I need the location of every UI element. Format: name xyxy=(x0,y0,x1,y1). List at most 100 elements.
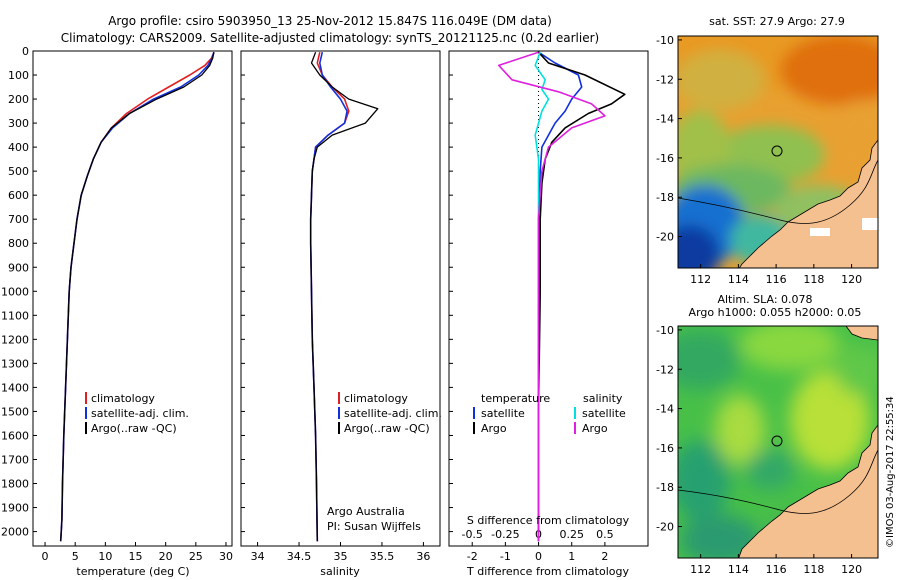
x-tick-label: 0 xyxy=(42,550,49,563)
x-tick-label: 30 xyxy=(219,550,233,563)
x-tick-label: 15 xyxy=(129,550,143,563)
salinity-legend: climatology satellite-adj. clim. Argo(..… xyxy=(338,392,442,435)
series-argo-raw-qc- xyxy=(310,51,379,542)
x-tick-label: 1 xyxy=(568,550,575,563)
legend-label-s-argo: Argo xyxy=(582,422,608,435)
pi-note: PI: Susan Wijffels xyxy=(327,520,421,533)
lat-tick-label: -12 xyxy=(656,73,674,86)
difference-axes xyxy=(448,50,649,547)
x-tick-label: 35 xyxy=(334,550,348,563)
lon-tick-label: 116 xyxy=(766,273,787,286)
x2-tick-label: 0.5 xyxy=(596,528,614,541)
sla-map-title-line1: Altim. SLA: 0.078 xyxy=(717,293,812,306)
x2-tick-label: -0.25 xyxy=(491,528,519,541)
lon-tick-label: 120 xyxy=(841,273,862,286)
salinity-xlabel: salinity xyxy=(320,565,360,578)
argo-australia-note: Argo Australia xyxy=(327,505,405,518)
legend-label-argo: Argo(..raw -QC) xyxy=(344,422,430,435)
sst-map-title: sat. SST: 27.9 Argo: 27.9 xyxy=(709,15,845,28)
lon-tick-label: 116 xyxy=(766,563,787,576)
difference-legend: temperature satellite Argo salinity sate… xyxy=(473,392,626,435)
sla-map-title-line2: Argo h1000: 0.055 h2000: 0.05 xyxy=(689,306,862,319)
x-tick-label: -2 xyxy=(467,550,478,563)
legend-label-argo: Argo(..raw -QC) xyxy=(91,422,177,435)
temperature-xlabel: temperature (deg C) xyxy=(76,565,189,578)
lat-tick-label: -14 xyxy=(656,113,674,126)
depth-tick-label: 2000 xyxy=(1,526,29,539)
series-t-satellite xyxy=(537,51,583,542)
lon-tick-label: 120 xyxy=(841,563,862,576)
legend-title-salinity: salinity xyxy=(583,392,623,405)
lon-tick-label: 114 xyxy=(728,563,749,576)
x-tick-label: 0 xyxy=(535,550,542,563)
x-tick-label: 36 xyxy=(416,550,430,563)
depth-tick-label: 1600 xyxy=(1,429,29,442)
depth-tick-label: 1500 xyxy=(1,405,29,418)
legend-label-t-satellite: satellite xyxy=(481,407,525,420)
legend-label-s-satellite: satellite xyxy=(582,407,626,420)
x2-tick-label: 0.25 xyxy=(559,528,584,541)
sst-map: sat. SST: 27.9 Argo: 27.9 xyxy=(656,15,879,286)
x-tick-label: 34.5 xyxy=(287,550,312,563)
difference-profiles xyxy=(497,51,626,542)
depth-tick-label: 1100 xyxy=(1,309,29,322)
temperature-legend: climatology satellite-adj. clim. Argo(..… xyxy=(85,392,189,435)
lon-tick-label: 114 xyxy=(728,273,749,286)
series-s-satellite xyxy=(534,51,550,542)
depth-tick-label: 1300 xyxy=(1,357,29,370)
salinity-x-axis: 34 34.5 35 35.5 36 xyxy=(251,542,430,563)
lat-tick-label: -18 xyxy=(656,481,674,494)
temperature-panel: 0100200300400500600700800900100011001200… xyxy=(1,45,453,578)
depth-tick-label: 200 xyxy=(8,93,29,106)
depth-axis: 0 100 200 300 400 500 600 700 800 900 1000 1100 1200… xyxy=(1,45,453,539)
lat-tick-label: -14 xyxy=(656,403,674,416)
temperature-axes xyxy=(32,50,233,547)
lat-tick-label: -12 xyxy=(656,363,674,376)
header-line2: Climatology: CARS2009. Satellite-adjuste… xyxy=(61,31,599,45)
lat-tick-label: -10 xyxy=(656,324,674,337)
depth-tick-label: 800 xyxy=(8,237,29,250)
x-tick-label: 20 xyxy=(159,550,173,563)
sla-map-frame xyxy=(677,325,879,559)
x-tick-label: 35.5 xyxy=(370,550,395,563)
legend-label-climatology: climatology xyxy=(91,392,155,405)
lon-tick-label: 112 xyxy=(690,273,711,286)
depth-tick-label: 300 xyxy=(8,117,29,130)
x-tick-label: 5 xyxy=(72,550,79,563)
sla-map-axes: 112 114 116 118 120 -10 -12 -14 -16 -18 -20 xyxy=(656,324,862,576)
depth-tick-label: 0 xyxy=(22,45,29,58)
x-tick-label: 25 xyxy=(189,550,203,563)
series-s-argo xyxy=(497,51,606,542)
salinity-profiles xyxy=(309,51,379,542)
series-satellite-adj-clim- xyxy=(59,51,215,542)
depth-tick-label: 700 xyxy=(8,213,29,226)
lat-tick-label: -18 xyxy=(656,191,674,204)
depth-tick-label: 900 xyxy=(8,261,29,274)
legend-label-satellite: satellite-adj. clim. xyxy=(91,407,189,420)
depth-tick-label: 500 xyxy=(8,165,29,178)
legend-label-satellite: satellite-adj. clim. xyxy=(344,407,442,420)
depth-tick-label: 400 xyxy=(8,141,29,154)
depth-tick-label: 1800 xyxy=(1,478,29,491)
legend-title-temperature: temperature xyxy=(481,392,550,405)
depth-tick-label: 1400 xyxy=(1,381,29,394)
lat-tick-label: -20 xyxy=(656,231,674,244)
difference-panel: -2 -1 0 1 2-0.5 -0.25 0 0.25 0.5 T difference fr… xyxy=(448,50,649,578)
difference-x2label: S difference from climatology xyxy=(467,514,630,527)
depth-tick-label: 1000 xyxy=(1,285,29,298)
x-tick-label: 2 xyxy=(601,550,608,563)
argo-position-marker xyxy=(771,145,783,157)
lat-tick-label: -16 xyxy=(656,152,674,165)
depth-tick-label: 100 xyxy=(8,69,29,82)
difference-xlabel: T difference from climatology xyxy=(466,565,629,578)
lat-tick-label: -16 xyxy=(656,442,674,455)
series-argo-raw-qc- xyxy=(60,52,215,542)
x-tick-label: -1 xyxy=(500,550,511,563)
sst-map-axes: 112 114 116 118 120 -10 -12 -14 -16 -18 -20 xyxy=(656,34,862,286)
lat-tick-label: -20 xyxy=(656,521,674,534)
x-tick-label: 34 xyxy=(251,550,265,563)
depth-tick-label: 1200 xyxy=(1,333,29,346)
depth-tick-label: 1900 xyxy=(1,502,29,515)
series-climatology xyxy=(59,51,215,542)
